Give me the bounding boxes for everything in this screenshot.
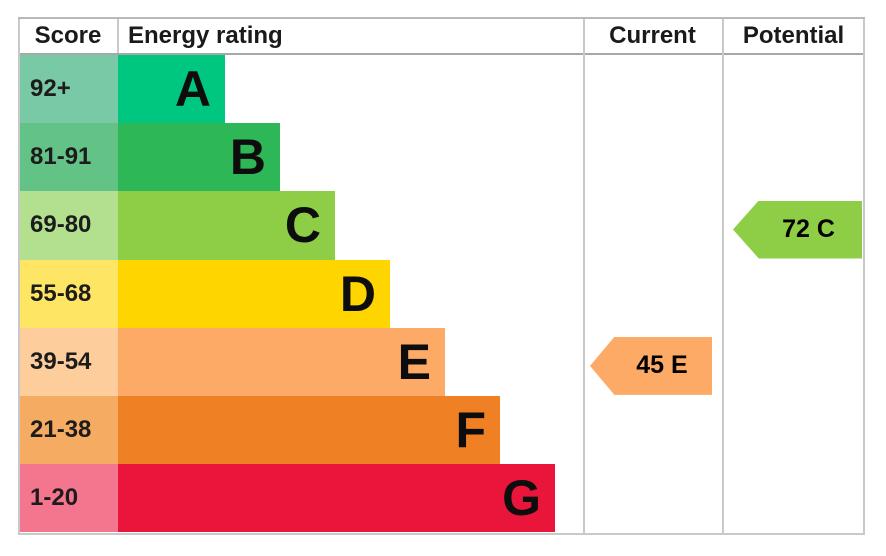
band-row-d: 55-68 D: [18, 259, 865, 328]
header-potential: Potential: [742, 22, 845, 49]
band-row-g: 1-20 G: [18, 464, 865, 533]
band-letter: A: [174, 61, 211, 118]
score-cell: 21-38: [18, 395, 118, 465]
score-cell: 1-20: [18, 464, 118, 533]
band-row-a: 92+ A: [18, 55, 865, 124]
band-bar: D: [118, 259, 390, 328]
current-arrow: 45 E: [590, 336, 712, 395]
score-cell: 55-68: [18, 259, 118, 328]
header-score: Score: [34, 22, 102, 49]
potential-column-divider: [722, 19, 724, 533]
band-letter: D: [339, 265, 376, 322]
table-right-border: [863, 19, 865, 533]
band-bar: B: [118, 123, 280, 192]
band-letter: C: [284, 197, 321, 254]
header-current: Current: [609, 22, 696, 49]
current-column-divider: [583, 19, 585, 533]
band-letter: B: [229, 129, 266, 186]
current-rating-label: 45 E: [636, 351, 688, 380]
score-cell: 92+: [18, 55, 118, 124]
score-cell: 69-80: [18, 191, 118, 260]
epc-rating-chart: Score Energy rating Current Potential 92…: [18, 17, 865, 535]
band-row-e: 39-54 E: [18, 327, 865, 396]
header-column-divider: [117, 19, 119, 53]
band-rows: 92+ A 81-91 B 69-80 C 55-68 D 39-54: [18, 55, 865, 533]
band-bar: F: [118, 395, 500, 465]
band-bar: A: [118, 55, 225, 124]
band-bar: E: [118, 327, 445, 396]
table-left-border: [18, 19, 20, 533]
potential-rating-label: 72 C: [782, 215, 835, 243]
potential-arrow: 72 C: [733, 200, 862, 259]
score-cell: 81-91: [18, 123, 118, 192]
band-letter: E: [397, 333, 431, 390]
band-row-b: 81-91 B: [18, 123, 865, 192]
band-letter: F: [455, 402, 486, 459]
band-bar: G: [118, 464, 555, 533]
score-cell: 39-54: [18, 327, 118, 396]
table-header: Score Energy rating Current Potential: [18, 19, 865, 55]
band-bar: C: [118, 191, 335, 260]
header-energy-rating: Energy rating: [128, 22, 283, 49]
band-row-c: 69-80 C: [18, 191, 865, 260]
band-letter: G: [502, 470, 541, 527]
band-row-f: 21-38 F: [18, 395, 865, 465]
